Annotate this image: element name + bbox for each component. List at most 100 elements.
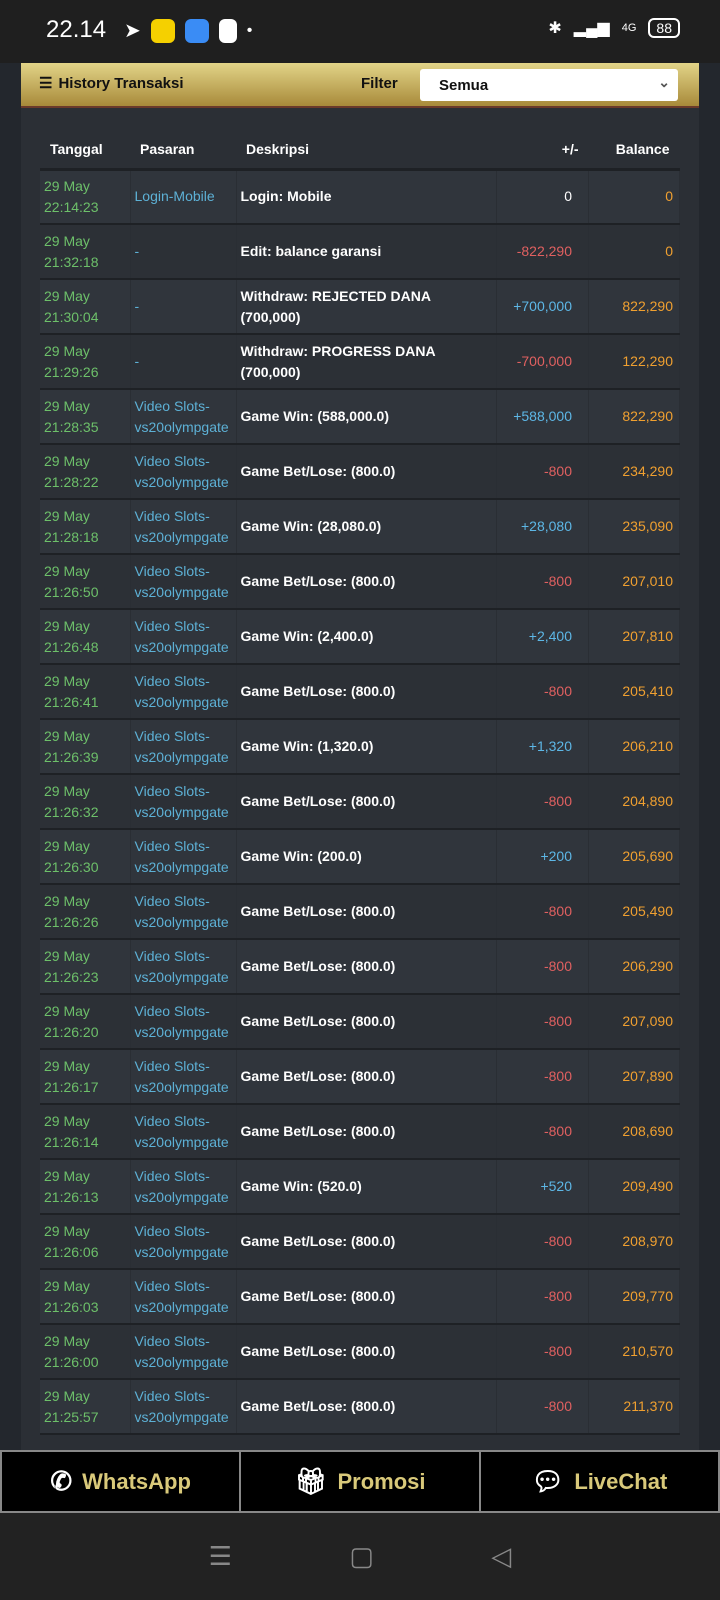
- promosi-button[interactable]: 🎁︎ Promosi: [241, 1452, 481, 1511]
- date: 29 May: [44, 342, 90, 359]
- amount-cell: -800: [496, 994, 589, 1050]
- date-cell: 29 May 21:28:22: [40, 444, 131, 500]
- table-row: 29 May 21:28:18 Video Slots-vs20olympgate…: [40, 499, 680, 555]
- header-amount: +/-: [496, 131, 589, 171]
- time: 21:26:32: [44, 803, 99, 820]
- description-cell: Game Win: (520.0): [236, 1159, 497, 1215]
- date-cell: 29 May 21:26:32: [40, 774, 131, 830]
- date-cell: 29 May 21:30:04: [40, 279, 131, 335]
- description-cell: Game Bet/Lose: (800.0): [236, 1049, 497, 1105]
- balance-cell: 122,290: [588, 334, 680, 390]
- pasaran-cell: Video Slots-vs20olympgate: [130, 939, 237, 995]
- amount-cell: -800: [496, 884, 589, 940]
- pasaran-cell: -: [130, 224, 237, 280]
- list-icon: ☰: [39, 75, 53, 92]
- date: 29 May: [44, 672, 90, 689]
- time: 21:26:03: [44, 1298, 99, 1315]
- back-icon[interactable]: ◁: [491, 1541, 512, 1571]
- date: 29 May: [44, 232, 90, 249]
- pasaran-cell: Video Slots-vs20olympgate: [130, 554, 237, 610]
- amount-cell: -822,290: [496, 224, 589, 280]
- amount-cell: -800: [496, 1324, 589, 1380]
- transaction-table: Tanggal Pasaran Deskripsi +/- Balance 29 May…: [40, 131, 680, 1435]
- livechat-label: LiveChat: [574, 1468, 668, 1494]
- system-nav-bar: ☰ ▢ ◁: [0, 1513, 720, 1600]
- pasaran-cell: Video Slots-vs20olympgate: [130, 1214, 237, 1270]
- pasaran-cell: Login-Mobile: [130, 169, 237, 225]
- date-cell: 29 May 21:26:06: [40, 1214, 131, 1270]
- time: 21:28:35: [44, 418, 99, 435]
- home-icon[interactable]: ▢: [349, 1541, 374, 1571]
- description-cell: Game Bet/Lose: (800.0): [236, 444, 497, 500]
- description-cell: Game Bet/Lose: (800.0): [236, 939, 497, 995]
- amount-cell: -800: [496, 1104, 589, 1160]
- date: 29 May: [44, 1057, 90, 1074]
- dot-icon: •: [246, 21, 253, 39]
- table-row: 29 May 21:26:13 Video Slots-vs20olympgate…: [40, 1159, 680, 1215]
- amount-cell: -800: [496, 664, 589, 720]
- balance-cell: 235,090: [588, 499, 680, 555]
- menu-icon[interactable]: ☰: [208, 1541, 232, 1571]
- table-row: 29 May 21:26:17 Video Slots-vs20olympgate…: [40, 1049, 680, 1105]
- date: 29 May: [44, 617, 90, 634]
- amount-cell: -800: [496, 444, 589, 500]
- date: 29 May: [44, 892, 90, 909]
- date-cell: 29 May 21:26:13: [40, 1159, 131, 1215]
- date-cell: 29 May 21:29:26: [40, 334, 131, 390]
- table-row: 29 May 21:30:04 - Withdraw: REJECTED DANA…: [40, 279, 680, 335]
- balance-cell: 205,690: [588, 829, 680, 885]
- description-cell: Game Bet/Lose: (800.0): [236, 1324, 497, 1380]
- description-cell: Game Win: (200.0): [236, 829, 497, 885]
- filter-value: Semua: [439, 77, 489, 94]
- table-row: 29 May 21:32:18 - Edit: balance garansi -…: [40, 224, 680, 280]
- description-cell: Login: Mobile: [236, 169, 497, 225]
- table-row: 29 May 21:26:23 Video Slots-vs20olympgate…: [40, 939, 680, 995]
- time: 21:26:14: [44, 1133, 99, 1150]
- network-type: 4G: [621, 22, 637, 34]
- pasaran-cell: Video Slots-vs20olympgate: [130, 389, 237, 445]
- date: 29 May: [44, 727, 90, 744]
- filter-select[interactable]: Semua ⌄: [420, 69, 678, 101]
- date-cell: 29 May 21:28:18: [40, 499, 131, 555]
- time: 21:26:41: [44, 693, 99, 710]
- balance-cell: 205,490: [588, 884, 680, 940]
- amount-cell: -800: [496, 1269, 589, 1325]
- balance-cell: 0: [588, 224, 680, 280]
- promosi-label: Promosi: [337, 1468, 426, 1494]
- whatsapp-button[interactable]: ✆ WhatsApp: [2, 1452, 242, 1511]
- pasaran-cell: -: [130, 334, 237, 390]
- livechat-button[interactable]: 💬︎ LiveChat: [481, 1452, 718, 1511]
- description-cell: Game Win: (588,000.0): [236, 389, 497, 445]
- date: 29 May: [44, 1112, 90, 1129]
- table-row: 29 May 21:26:14 Video Slots-vs20olympgate…: [40, 1104, 680, 1160]
- pasaran-cell: Video Slots-vs20olympgate: [130, 829, 237, 885]
- pasaran-cell: Video Slots-vs20olympgate: [130, 1049, 237, 1105]
- date: 29 May: [44, 507, 90, 524]
- bluetooth-icon: ✱: [548, 20, 562, 37]
- balance-cell: 209,490: [588, 1159, 680, 1215]
- time: 21:32:18: [44, 253, 99, 270]
- signal-icon: ▂▄▆: [573, 20, 610, 37]
- balance-cell: 206,210: [588, 719, 680, 775]
- gift-icon: 🎁︎: [294, 1466, 328, 1496]
- time: 21:26:50: [44, 583, 99, 600]
- amount-cell: -800: [496, 554, 589, 610]
- amount-cell: +2,400: [496, 609, 589, 665]
- date-cell: 29 May 21:26:48: [40, 609, 131, 665]
- amount-cell: +1,320: [496, 719, 589, 775]
- description-cell: Game Bet/Lose: (800.0): [236, 1379, 497, 1435]
- time: 21:30:04: [44, 308, 99, 325]
- bottom-bar: ✆ WhatsApp 🎁︎ Promosi 💬︎ LiveChat: [0, 1450, 720, 1513]
- amount-cell: -800: [496, 1214, 589, 1270]
- balance-cell: 205,410: [588, 664, 680, 720]
- amount-cell: -800: [496, 939, 589, 995]
- whatsapp-icon: ✆: [50, 1466, 73, 1496]
- amount-cell: 0: [496, 169, 589, 225]
- clock: 22.14: [46, 16, 107, 43]
- date: 29 May: [44, 1387, 90, 1404]
- header-tanggal: Tanggal: [40, 131, 130, 171]
- time: 21:26:13: [44, 1188, 99, 1205]
- balance-cell: 211,370: [588, 1379, 680, 1435]
- description-cell: Game Bet/Lose: (800.0): [236, 1214, 497, 1270]
- history-panel: ☰ History Transaksi Filter Semua ⌄ Tanggal…: [21, 63, 699, 1453]
